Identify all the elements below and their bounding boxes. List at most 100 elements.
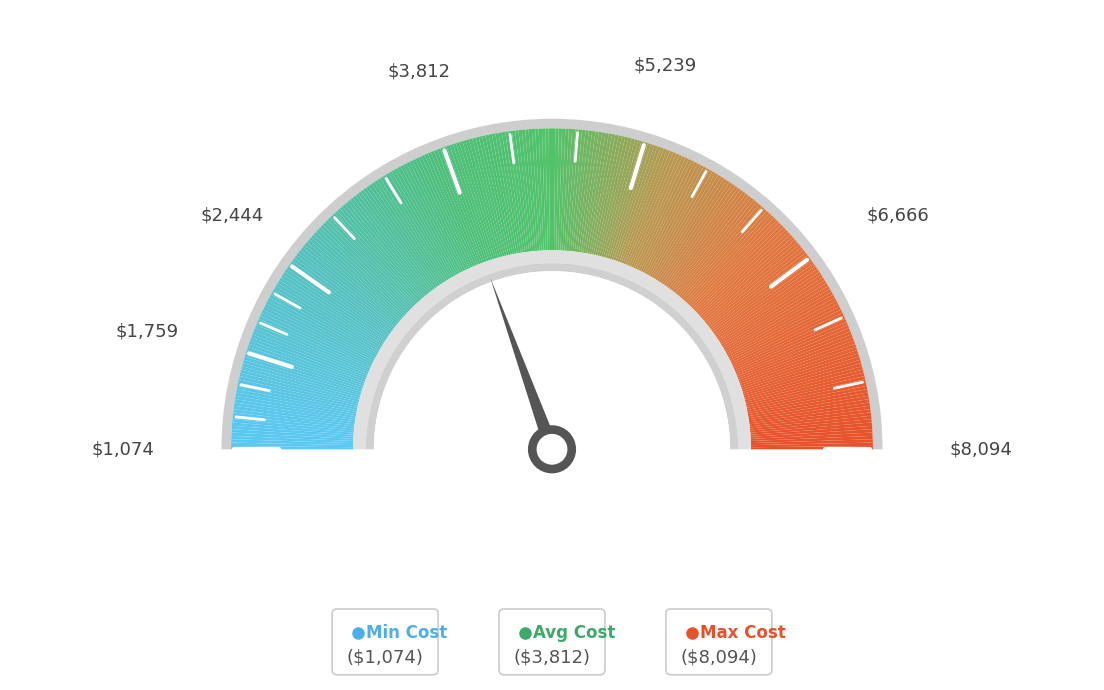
- Wedge shape: [369, 184, 440, 286]
- Wedge shape: [236, 386, 357, 412]
- Wedge shape: [256, 322, 370, 372]
- Wedge shape: [252, 334, 367, 380]
- Wedge shape: [648, 168, 710, 276]
- Wedge shape: [635, 157, 689, 269]
- Wedge shape: [263, 306, 374, 363]
- Wedge shape: [680, 204, 762, 299]
- Wedge shape: [711, 255, 809, 331]
- Wedge shape: [660, 180, 730, 284]
- Wedge shape: [246, 350, 363, 390]
- Wedge shape: [607, 141, 645, 259]
- Wedge shape: [273, 289, 380, 352]
- Wedge shape: [279, 277, 384, 344]
- Wedge shape: [701, 237, 795, 319]
- Wedge shape: [274, 286, 381, 350]
- Wedge shape: [446, 145, 489, 262]
- Wedge shape: [587, 133, 612, 254]
- Wedge shape: [556, 128, 562, 250]
- Text: $6,666: $6,666: [867, 207, 930, 225]
- Wedge shape: [434, 150, 480, 264]
- Wedge shape: [751, 436, 873, 443]
- Wedge shape: [410, 160, 466, 271]
- Text: $5,239: $5,239: [634, 57, 697, 75]
- Wedge shape: [342, 204, 424, 299]
- Wedge shape: [739, 337, 854, 382]
- Wedge shape: [743, 359, 861, 396]
- Wedge shape: [559, 128, 565, 250]
- Wedge shape: [751, 433, 872, 441]
- Wedge shape: [714, 264, 816, 336]
- Wedge shape: [539, 128, 545, 250]
- Wedge shape: [358, 192, 434, 290]
- Wedge shape: [728, 297, 837, 357]
- Wedge shape: [716, 269, 819, 339]
- Wedge shape: [437, 148, 482, 264]
- Wedge shape: [335, 211, 418, 303]
- Wedge shape: [746, 382, 867, 410]
- Wedge shape: [509, 131, 527, 252]
- Wedge shape: [234, 399, 355, 420]
- Wedge shape: [622, 148, 667, 264]
- Wedge shape: [234, 402, 355, 422]
- Text: $8,094: $8,094: [949, 440, 1012, 458]
- Wedge shape: [743, 357, 860, 394]
- Wedge shape: [348, 200, 427, 296]
- Wedge shape: [440, 148, 485, 263]
- Wedge shape: [244, 357, 361, 394]
- Wedge shape: [314, 232, 405, 316]
- Wedge shape: [609, 142, 648, 259]
- Wedge shape: [355, 194, 432, 292]
- Wedge shape: [473, 137, 505, 257]
- Wedge shape: [270, 292, 379, 353]
- Wedge shape: [231, 436, 353, 443]
- FancyBboxPatch shape: [332, 609, 438, 675]
- Wedge shape: [295, 255, 393, 331]
- Wedge shape: [745, 373, 864, 404]
- Wedge shape: [730, 304, 839, 361]
- Wedge shape: [459, 141, 497, 259]
- Wedge shape: [415, 157, 469, 269]
- Wedge shape: [686, 211, 769, 303]
- Wedge shape: [585, 133, 608, 253]
- Wedge shape: [290, 261, 391, 334]
- Wedge shape: [604, 139, 638, 257]
- Wedge shape: [232, 433, 353, 441]
- Wedge shape: [526, 129, 538, 251]
- FancyBboxPatch shape: [666, 609, 772, 675]
- Wedge shape: [549, 128, 552, 250]
- Wedge shape: [418, 156, 471, 268]
- Wedge shape: [506, 131, 526, 253]
- Wedge shape: [245, 353, 362, 392]
- Wedge shape: [561, 128, 569, 250]
- Wedge shape: [372, 182, 442, 285]
- Wedge shape: [659, 178, 726, 282]
- Wedge shape: [412, 159, 467, 270]
- Wedge shape: [683, 208, 767, 302]
- Wedge shape: [383, 175, 449, 280]
- Wedge shape: [581, 132, 602, 253]
- Wedge shape: [262, 310, 373, 364]
- Wedge shape: [624, 150, 670, 264]
- Wedge shape: [573, 130, 588, 252]
- Wedge shape: [554, 128, 559, 250]
- Wedge shape: [350, 198, 428, 295]
- Wedge shape: [232, 419, 354, 433]
- Wedge shape: [696, 227, 786, 313]
- Wedge shape: [719, 275, 822, 343]
- Wedge shape: [583, 132, 605, 253]
- Wedge shape: [363, 188, 437, 288]
- Circle shape: [528, 425, 576, 473]
- Wedge shape: [389, 171, 453, 278]
- Wedge shape: [643, 164, 701, 273]
- Polygon shape: [490, 277, 559, 452]
- Wedge shape: [712, 258, 811, 333]
- Wedge shape: [406, 162, 464, 272]
- Wedge shape: [374, 271, 730, 449]
- Wedge shape: [431, 151, 479, 265]
- Wedge shape: [593, 135, 622, 255]
- Wedge shape: [332, 213, 417, 304]
- Wedge shape: [285, 269, 388, 339]
- Wedge shape: [749, 399, 870, 420]
- Wedge shape: [629, 153, 679, 267]
- Wedge shape: [615, 145, 658, 262]
